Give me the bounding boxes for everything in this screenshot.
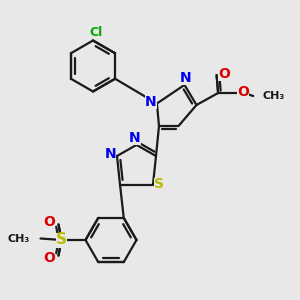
Text: CH₃: CH₃	[8, 233, 30, 244]
Text: N: N	[129, 131, 141, 145]
Text: N: N	[105, 148, 116, 161]
Text: O: O	[218, 67, 230, 80]
Text: O: O	[237, 85, 249, 98]
Text: N: N	[145, 95, 157, 109]
Text: S: S	[154, 178, 164, 191]
Text: O: O	[44, 251, 56, 265]
Text: CH₃: CH₃	[262, 91, 284, 101]
Text: Cl: Cl	[89, 26, 103, 39]
Text: O: O	[44, 215, 56, 229]
Text: S: S	[56, 232, 67, 247]
Text: N: N	[180, 71, 192, 85]
